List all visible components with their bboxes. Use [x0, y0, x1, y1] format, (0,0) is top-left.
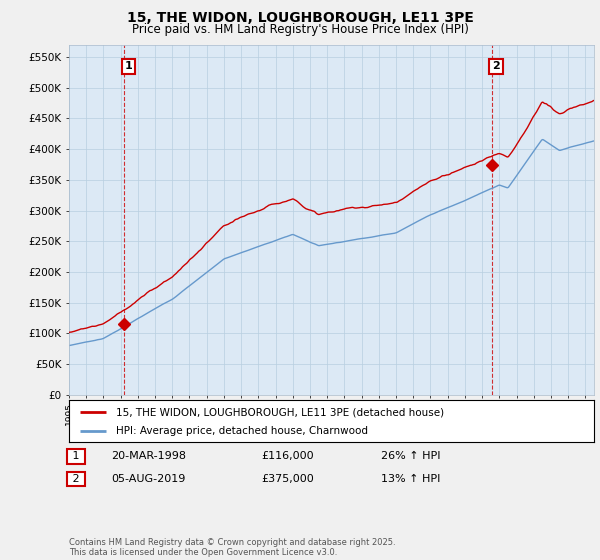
Text: 20-MAR-1998: 20-MAR-1998 — [111, 451, 186, 461]
Text: 1: 1 — [69, 451, 83, 461]
Text: 1: 1 — [124, 62, 132, 71]
Text: Price paid vs. HM Land Registry's House Price Index (HPI): Price paid vs. HM Land Registry's House … — [131, 23, 469, 36]
Text: 15, THE WIDON, LOUGHBOROUGH, LE11 3PE (detached house): 15, THE WIDON, LOUGHBOROUGH, LE11 3PE (d… — [116, 407, 445, 417]
Text: 15, THE WIDON, LOUGHBOROUGH, LE11 3PE: 15, THE WIDON, LOUGHBOROUGH, LE11 3PE — [127, 11, 473, 25]
Text: 13% ↑ HPI: 13% ↑ HPI — [381, 474, 440, 484]
Text: HPI: Average price, detached house, Charnwood: HPI: Average price, detached house, Char… — [116, 426, 368, 436]
Text: £375,000: £375,000 — [261, 474, 314, 484]
Text: Contains HM Land Registry data © Crown copyright and database right 2025.
This d: Contains HM Land Registry data © Crown c… — [69, 538, 395, 557]
Text: £116,000: £116,000 — [261, 451, 314, 461]
Text: 2: 2 — [69, 474, 83, 484]
Text: 26% ↑ HPI: 26% ↑ HPI — [381, 451, 440, 461]
Text: 05-AUG-2019: 05-AUG-2019 — [111, 474, 185, 484]
Text: 2: 2 — [492, 62, 500, 71]
